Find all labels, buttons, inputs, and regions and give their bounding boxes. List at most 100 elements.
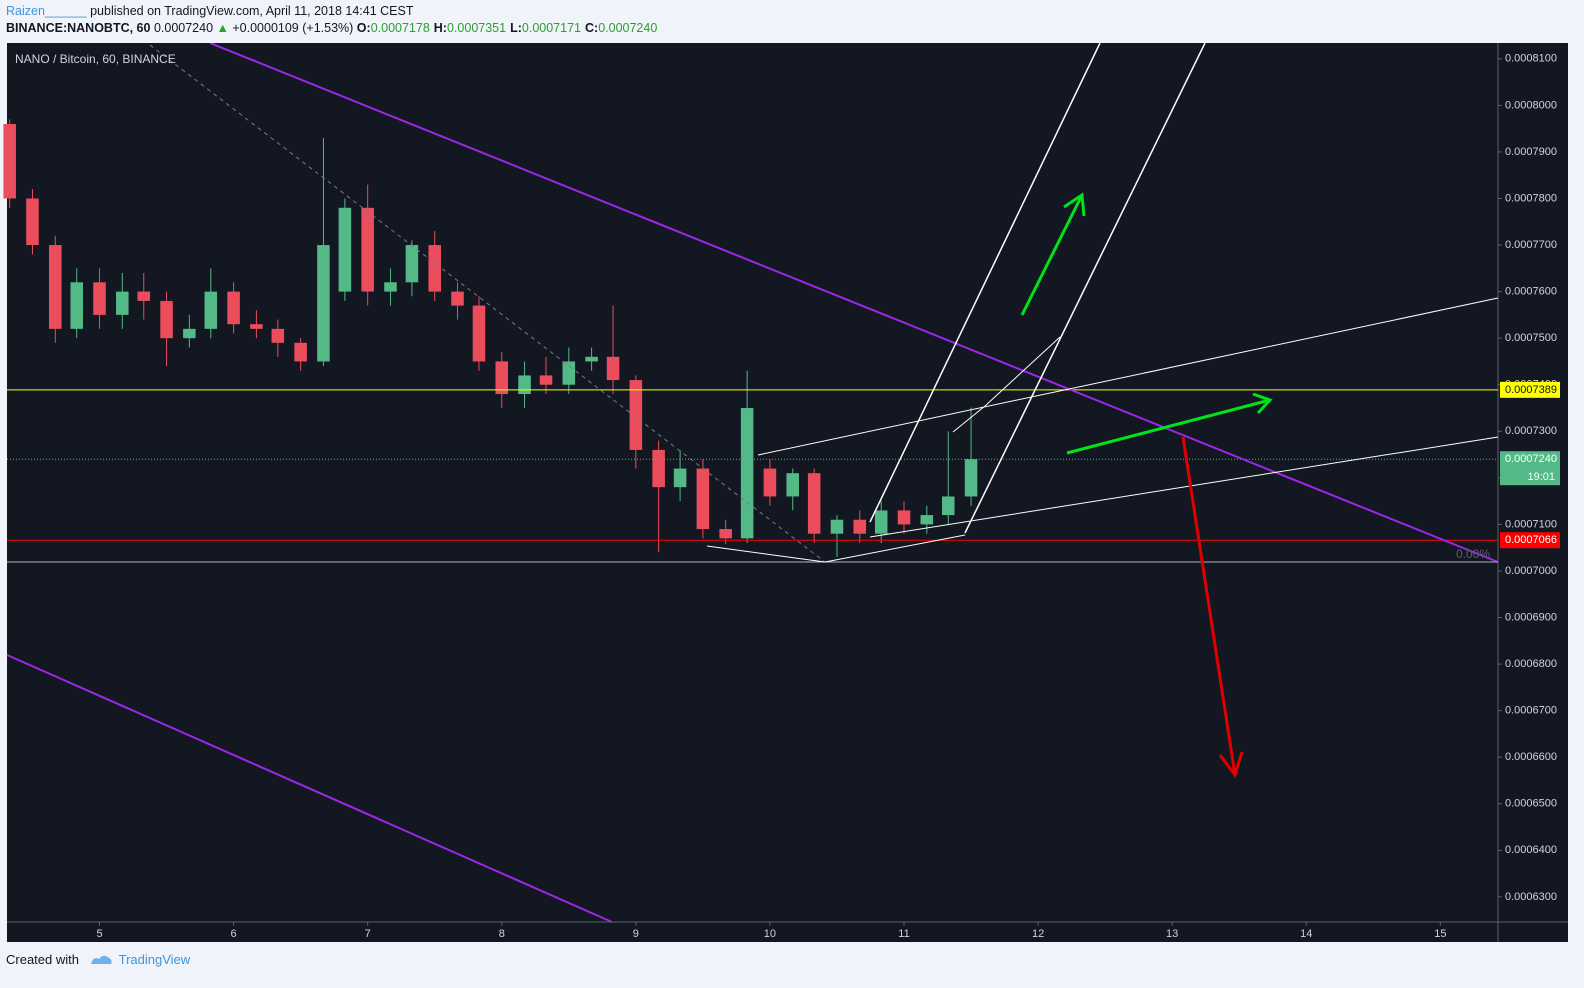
x-tick-label: 12 xyxy=(1032,928,1044,940)
x-tick-label: 6 xyxy=(231,928,237,940)
y-tick-label: 0.0007000 xyxy=(1505,565,1557,577)
candle-body xyxy=(853,519,867,534)
x-tick-label: 8 xyxy=(499,928,505,940)
candle-body xyxy=(719,529,732,539)
candle-body xyxy=(763,468,777,497)
publish-line: Raizen______ published on TradingView.co… xyxy=(6,3,661,20)
arrow-head xyxy=(1063,192,1086,217)
candle-body xyxy=(93,282,106,315)
candle-body xyxy=(26,198,39,246)
channel-line xyxy=(952,405,986,433)
candle-body xyxy=(941,496,955,516)
ohlc-label: O: xyxy=(356,21,371,35)
wedge-line xyxy=(824,534,966,563)
candle-body xyxy=(428,245,441,292)
logo xyxy=(90,955,112,964)
candle-body xyxy=(160,300,173,339)
footer-brand[interactable]: TradingView xyxy=(118,952,191,967)
dashed-trend xyxy=(149,44,826,563)
candle-body xyxy=(518,375,531,395)
channel-line xyxy=(869,43,1101,523)
y-tick-label: 0.0007600 xyxy=(1505,286,1557,298)
y-tick-label: 0.0008100 xyxy=(1505,53,1557,65)
candle-body xyxy=(361,207,374,292)
x-tick-label: 15 xyxy=(1434,928,1446,940)
ohlc-value: 0.0007171 xyxy=(521,21,581,35)
candle-body xyxy=(629,380,643,450)
arrow-head xyxy=(1252,392,1273,415)
candle-body xyxy=(696,468,710,530)
candle-body xyxy=(740,408,754,539)
quote-line: BINANCE:NANOBTC, 60 0.0007240 ▲ +0.00001… xyxy=(6,20,661,37)
symbol: BINANCE:NANOBTC, 60 xyxy=(6,21,151,35)
purple-trend xyxy=(209,43,1499,563)
author[interactable]: Raizen______ xyxy=(6,4,87,18)
channel-line xyxy=(984,336,1061,407)
candle-body xyxy=(807,473,821,534)
footer-text: Created with xyxy=(6,952,79,967)
candle-body xyxy=(250,324,263,329)
ohlc-value: 0.0007351 xyxy=(446,21,507,35)
arrow-head xyxy=(1218,751,1244,779)
candle-body xyxy=(964,459,978,497)
ohlc-value: 0.0007178 xyxy=(370,21,430,35)
ohlc-label: H: xyxy=(433,21,447,35)
published: published on TradingView.com, April 11, … xyxy=(90,4,414,18)
y-tick-label: 0.0006600 xyxy=(1505,751,1557,763)
candle-body xyxy=(183,328,196,339)
candle-body xyxy=(137,291,151,301)
candle-body xyxy=(673,468,687,488)
candle-body xyxy=(70,282,83,329)
footer: Created with TradingView xyxy=(6,952,190,967)
candle-body xyxy=(294,342,307,362)
x-tick-label: 9 xyxy=(633,928,639,940)
x-tick-label: 13 xyxy=(1166,928,1178,940)
purple-trend xyxy=(6,654,613,923)
axis-layer: 0.0008100 0.0008000 0.0007900 0.0007800 0.00… xyxy=(96,53,1560,940)
ohlc-label: L: xyxy=(510,21,522,35)
y-tick-label: 0.0006300 xyxy=(1505,891,1557,903)
drawings xyxy=(6,43,1499,923)
candle-body xyxy=(562,361,576,385)
ohlc-value: 0.0007240 xyxy=(598,21,658,35)
candle-body xyxy=(830,519,844,534)
candle-body xyxy=(920,515,934,525)
candle-body xyxy=(472,305,486,362)
candle-body xyxy=(271,328,285,343)
arrow-down xyxy=(1181,436,1237,776)
last-price-tag xyxy=(1500,451,1560,486)
candle-body xyxy=(405,245,419,283)
wedge-line xyxy=(706,545,826,563)
y-tick-label: 0.0006800 xyxy=(1505,658,1557,670)
last-price-label: 0.0007240 xyxy=(1505,453,1557,465)
candle-body xyxy=(317,245,330,362)
x-tick-label: 7 xyxy=(365,928,371,940)
y-tick-label: 0.0007300 xyxy=(1505,425,1557,437)
candle-body xyxy=(338,207,352,292)
y-tick-label: 0.0008000 xyxy=(1505,99,1557,111)
candle-body xyxy=(204,291,218,329)
countdown: 19:01 xyxy=(1527,471,1555,483)
candle-body xyxy=(539,375,553,385)
data-layer xyxy=(3,119,1498,557)
x-tick-label: 10 xyxy=(764,928,776,940)
y-tick-label: 0.0007700 xyxy=(1505,239,1557,251)
level-tag xyxy=(1500,532,1560,549)
x-tick-label: 14 xyxy=(1300,928,1312,940)
candle-body xyxy=(384,282,397,292)
candle-body xyxy=(451,291,464,306)
header: Raizen______ published on TradingView.co… xyxy=(6,3,661,37)
candle-body xyxy=(3,124,16,199)
candle-body xyxy=(874,510,888,534)
y-tick-label: 0.0006400 xyxy=(1505,844,1557,856)
x-tick-label: 11 xyxy=(898,928,909,940)
level-tag-label: 0.0007066 xyxy=(1505,534,1557,546)
y-tick-label: 0.0007900 xyxy=(1505,146,1557,158)
level-tag xyxy=(1500,381,1560,398)
candle-body xyxy=(606,356,620,381)
up-icon: ▲ xyxy=(216,21,229,35)
candle-body xyxy=(585,356,598,362)
chart-title: NANO / Bitcoin, 60, BINANCE xyxy=(15,52,176,66)
last: 0.0007240 xyxy=(153,21,214,35)
